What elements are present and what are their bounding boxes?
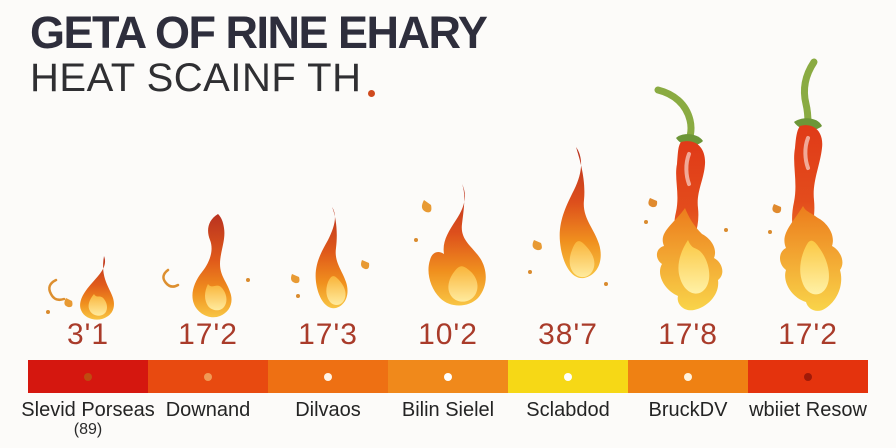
curved-flame-icon [162,214,250,318]
segment-dot [84,372,92,381]
values-row: 3'1 17'2 17'3 10'2 38'7 17'8 17'2 [28,318,868,356]
segment-dot [324,372,332,381]
value-label: 17'8 [658,318,718,351]
segment-dot [804,372,812,381]
segment-dot [444,372,452,381]
value-label: 3'1 [66,318,110,351]
value-label: 38'7 [538,318,598,351]
scale-segment [268,360,388,393]
segment-dot [684,372,692,381]
segment-dot [564,372,572,381]
tall-flame-icon [528,147,608,286]
pictogram-cell [268,56,388,322]
heat-scale-bar [28,360,868,393]
page-title: GETA OF RINE EHARY [30,7,488,58]
category-label: Bilin Sielel [401,399,495,421]
scale-segment [28,360,148,393]
pictogram-cell [628,56,748,322]
value-label: 17'2 [178,318,238,351]
scale-segment [508,360,628,393]
category-label: wbiiet Resow [749,399,867,421]
small-flame-icon [46,256,114,320]
value-label: 10'2 [418,318,478,351]
category-label: Downand [165,399,251,421]
pictogram-row [28,56,868,322]
tall-chili-with-flame-icon [768,58,843,311]
header: GETA OF RINE EHARY HEAT SCAINF TH [30,7,488,99]
pictogram-cell [28,56,148,322]
category-label: Dilvaos [295,399,361,421]
scale-segment [148,360,268,393]
category-label: BruckDV [648,399,728,421]
pictogram-cell [388,56,508,322]
scale-segment [748,360,868,393]
scale-segment [388,360,508,393]
segment-dot [204,372,212,381]
scale-segment [628,360,748,393]
subtitle-dot-artifact [368,89,375,97]
page-subtitle: HEAT SCAINF TH [30,57,486,99]
category-label: Slevid Porseas (89) [21,399,155,438]
page-subtitle-text: HEAT SCAINF TH [30,55,362,100]
full-flame-icon [414,184,486,306]
pictogram-cell [148,56,268,322]
chili-with-flame-icon [644,86,728,311]
slim-flame-icon [291,207,370,309]
pictogram-cell [748,56,868,322]
names-row: Slevid Porseas (89) Downand Dilvaos Bili… [21,399,868,439]
pictogram-cell [508,56,628,322]
value-label: 17'3 [298,318,358,351]
category-label: Sclabdod [526,399,610,421]
value-label: 17'2 [778,318,838,351]
